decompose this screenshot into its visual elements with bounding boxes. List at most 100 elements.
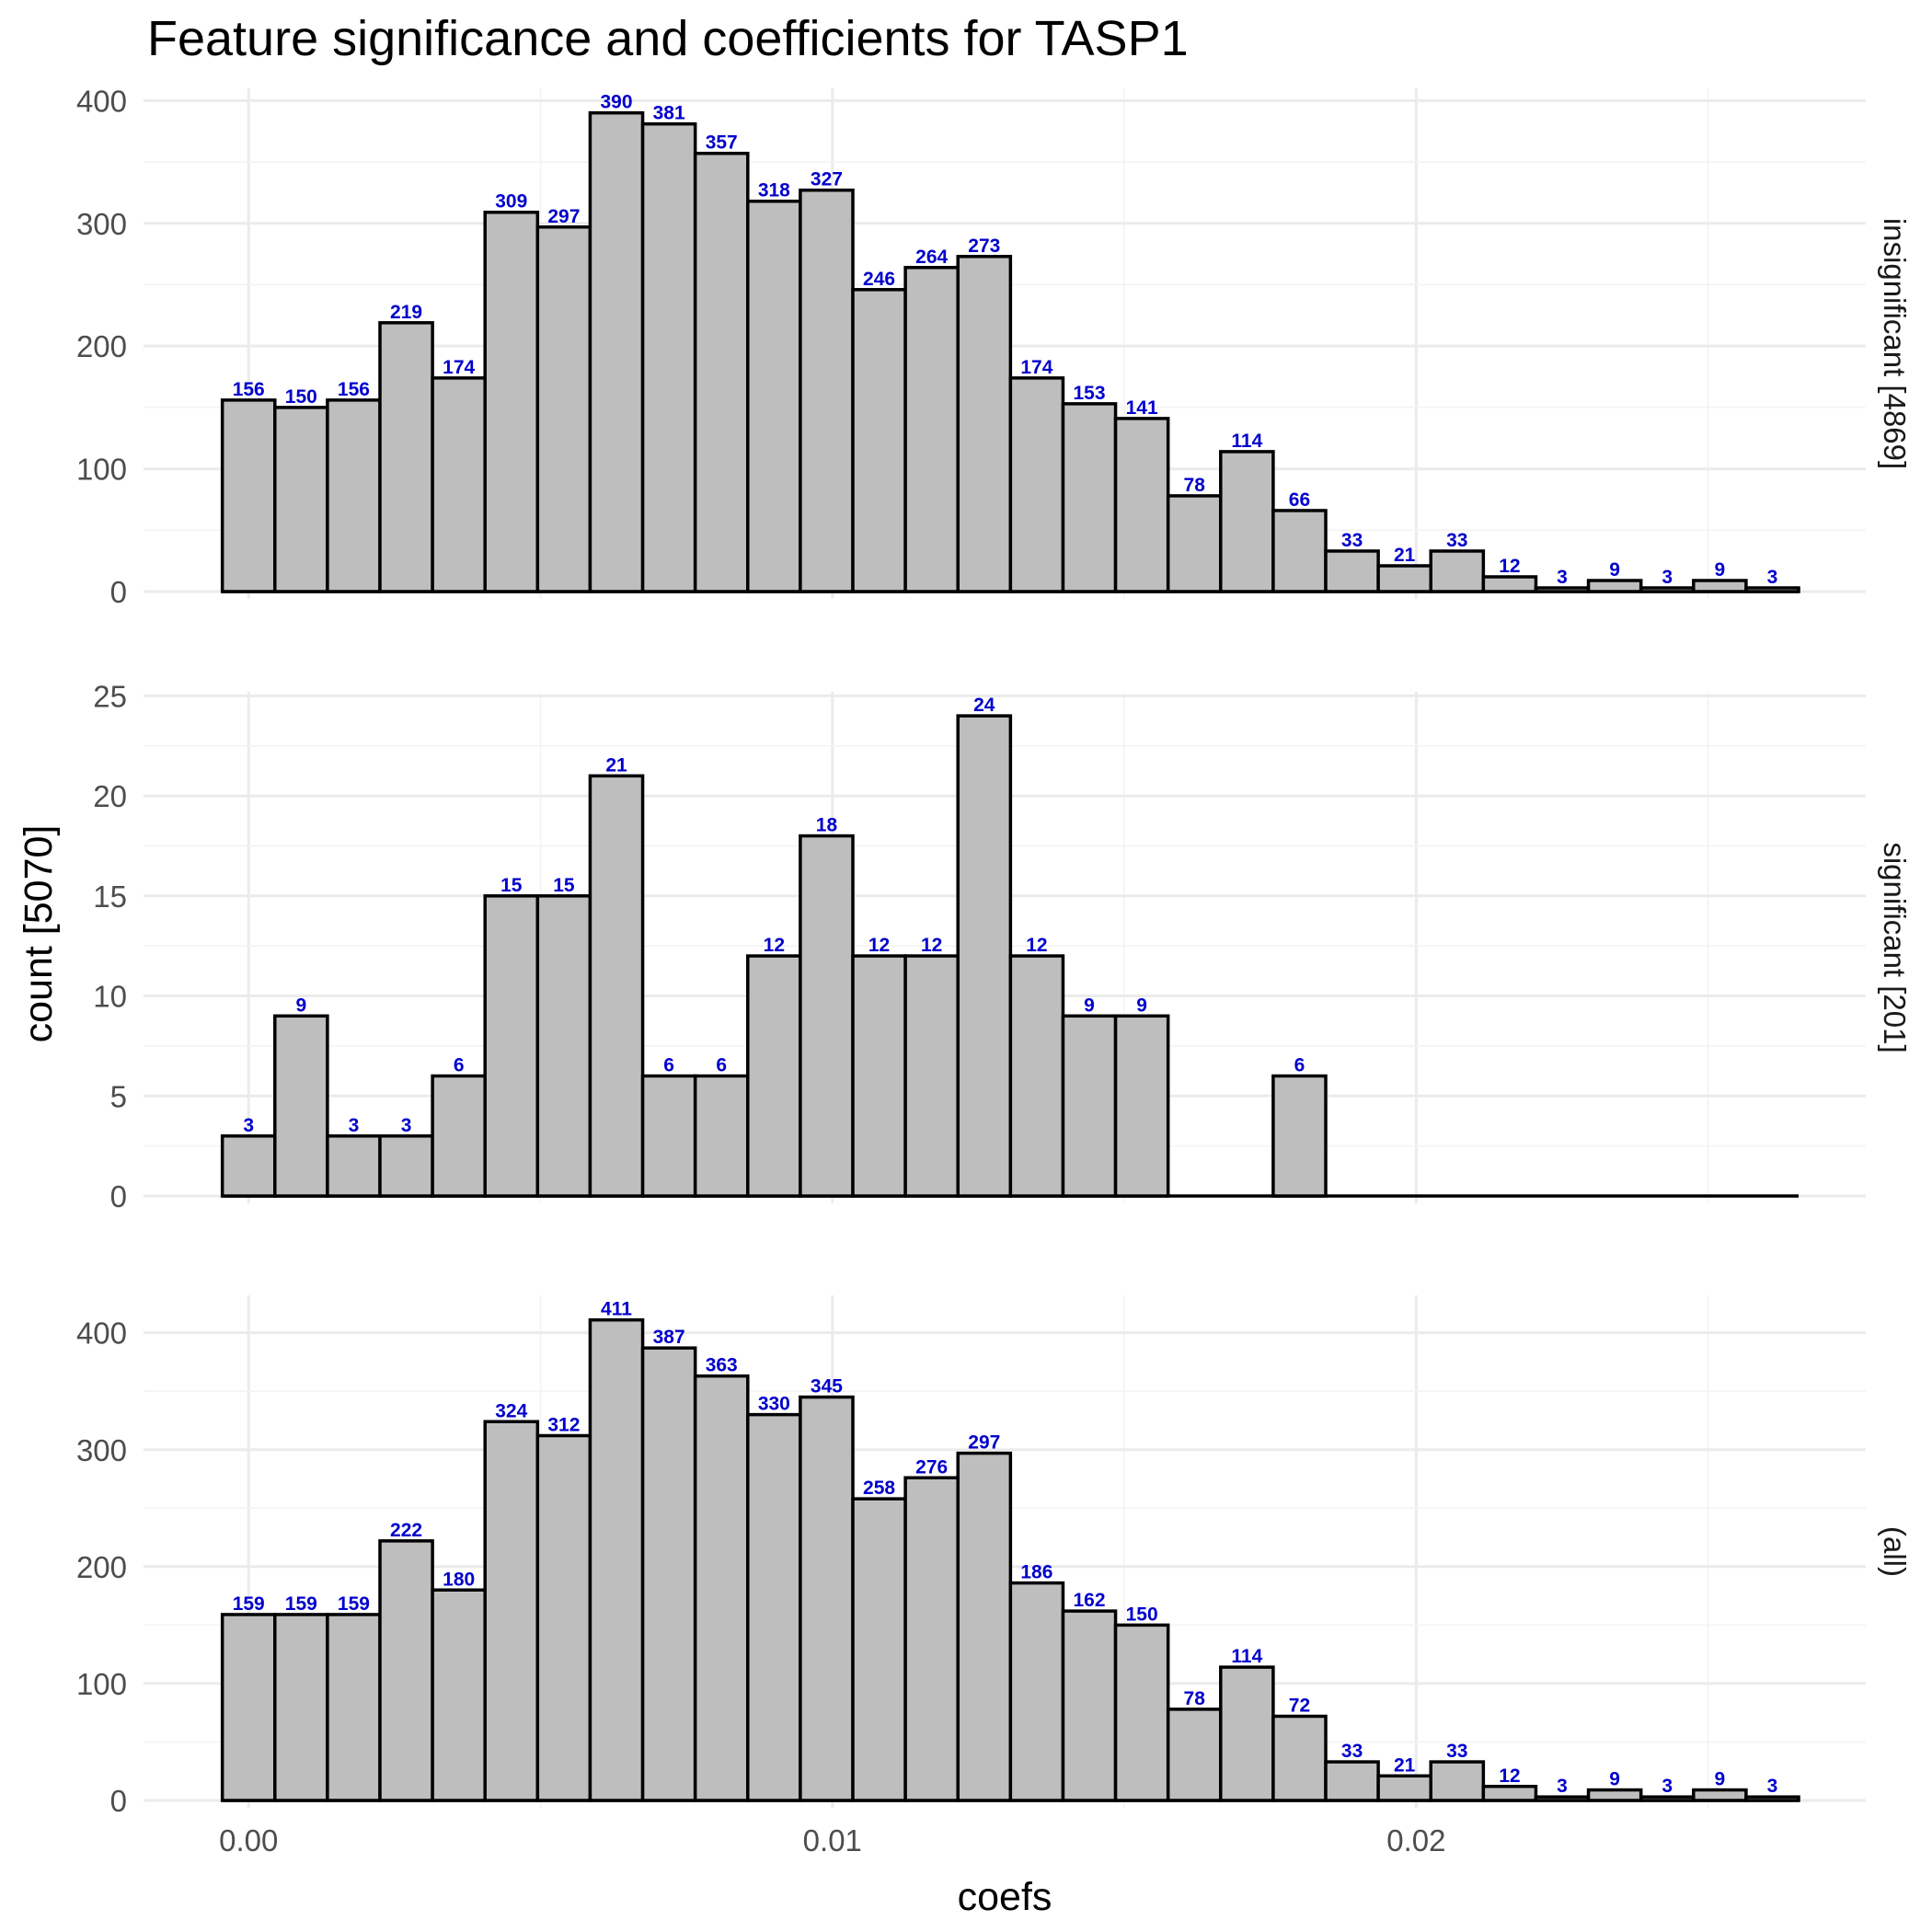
histogram-bar [588,774,645,1198]
bar-count-label: 21 [1394,545,1416,566]
bar-count-label: 72 [1289,1696,1310,1717]
bar-count-label: 9 [1609,559,1620,581]
bar-count-label: 327 [811,169,843,190]
bar-count-label: 222 [390,1520,422,1541]
bar-count-label: 12 [868,935,890,956]
bar-count-label: 324 [495,1400,527,1421]
bar-count-label: 6 [454,1055,465,1076]
y-tick-label: 0 [110,575,127,609]
y-tick-label: 400 [76,84,127,118]
histogram-bar [1061,1609,1118,1802]
bar-count-label: 3 [349,1115,360,1136]
histogram-bar [956,255,1013,593]
bar-count-label: 9 [1715,1769,1726,1790]
histogram-bar [1376,564,1432,593]
histogram-bar [1166,494,1223,593]
chart-title: Feature significance and coefficients fo… [147,11,1189,66]
bar-count-label: 150 [1126,1604,1158,1625]
y-tick-label: 300 [76,1433,127,1467]
facet-strip-label: significant [201] [1878,842,1912,1052]
histogram-bar [431,1074,487,1198]
histogram-bar [535,225,592,593]
histogram-bar [1113,1623,1170,1802]
bar-count-label: 153 [1073,383,1105,404]
histogram-bar [903,954,960,1198]
histogram-bar [1639,1795,1696,1802]
y-tick-label: 400 [76,1317,127,1351]
histogram-bar [535,1433,592,1802]
y-tick-label: 15 [93,880,127,914]
histogram-bar [1744,586,1800,593]
histogram-bar [378,1539,434,1802]
bar-count-label: 276 [915,1456,948,1478]
histogram-bar [1692,579,1748,593]
bar-count-label: 9 [1715,559,1726,581]
bar-count-label: 297 [968,1432,1000,1454]
histogram-bar [640,1346,697,1802]
histogram-bar [220,1134,277,1198]
histogram-bar [1219,1665,1275,1802]
histogram-bar [1586,579,1643,593]
histogram-bar [431,376,487,593]
y-tick-label: 200 [76,1550,127,1584]
histogram-bar [1376,1774,1432,1802]
histogram-bar [799,1395,855,1802]
facet-strip-label: insignificant [4869] [1878,218,1912,469]
bar-count-label: 3 [1662,567,1673,588]
bar-count-label: 159 [233,1593,265,1615]
bar-count-label: 246 [863,269,895,290]
bar-count-label: 390 [600,92,632,113]
bar-count-label: 33 [1446,1741,1467,1762]
x-axis: 0.00 0.01 0.02 [219,1823,1445,1857]
histogram-bar [1429,1760,1486,1802]
bar-count-label: 186 [1020,1562,1052,1583]
histogram-bar [220,398,277,593]
bar-count-label: 411 [601,1299,632,1320]
bar-count-label: 78 [1184,475,1206,496]
bar-count-label: 330 [758,1394,790,1415]
histogram-bar [640,1074,697,1198]
histogram-bar [1429,549,1486,593]
histogram-bar [1219,450,1275,593]
y-tick-label: 0 [110,1179,127,1213]
bar-count-label: 6 [1294,1055,1305,1076]
panels: 0 100 200 300 400 15 6 150 15 6 21 9 174 3 0 9 297 390 381… [76,84,1912,1818]
x-axis-title: coefs [958,1875,1052,1919]
bar-count-label: 363 [706,1355,738,1376]
x-tick-label: 0.01 [803,1823,862,1857]
histogram-bar [326,1134,382,1198]
bar-count-label: 18 [816,815,838,836]
histogram-bar [1324,1760,1380,1802]
bar-count-label: 297 [547,206,580,227]
histogram-bar [326,398,382,593]
bar-count-label: 264 [915,247,948,268]
histogram-bar [273,1613,329,1802]
bar-count-label: 381 [653,103,685,124]
histogram-bar [378,321,434,593]
histogram-bar [640,121,697,593]
histogram-bar [693,1074,750,1198]
histogram-bar [1692,1788,1748,1802]
bar-count-label: 24 [973,695,995,716]
bar-count-label: 33 [1341,1741,1363,1762]
histogram-bar [1639,586,1696,593]
histogram-bar [1324,549,1380,593]
bar-count-label: 174 [1020,357,1052,378]
histogram-bar [746,954,802,1198]
histogram-bar [1271,509,1328,593]
y-tick-label: 100 [76,1667,127,1701]
bar-count-label: 9 [1136,995,1147,1016]
histogram-bar [220,1613,277,1802]
bar-count-label: 387 [653,1327,685,1348]
bar-count-label: 9 [1609,1769,1620,1790]
bar-count-label: 15 [500,875,523,896]
x-tick-label: 0.00 [219,1823,278,1857]
histogram-bar [1534,586,1591,593]
bar-count-label: 174 [443,357,475,378]
histogram-bar [483,1420,540,1802]
histogram-bar [1166,1708,1223,1802]
bar-count-label: 12 [1026,935,1047,956]
histogram-bar [1586,1788,1643,1802]
bar-count-label: 12 [764,935,785,956]
